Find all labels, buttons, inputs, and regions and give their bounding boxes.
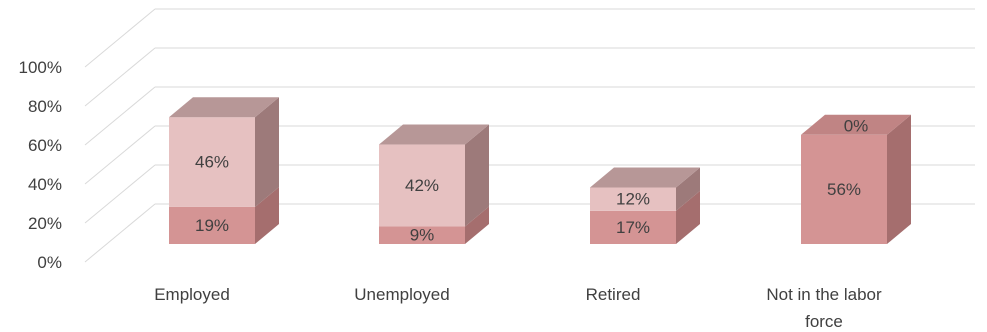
data-label: 46% — [195, 153, 229, 172]
x-category-label: Not in the labor force — [766, 285, 882, 331]
data-label: 12% — [616, 190, 650, 209]
bars: 19% 46% 9% 42% 17% 12% 56% 0% — [169, 97, 911, 245]
x-axis-categories: Employed Unemployed Retired Not in the labo… — [154, 285, 882, 331]
data-label: 17% — [616, 218, 650, 237]
y-axis-ticks: 0% 20% 40% 60% 80% 100% — [19, 58, 62, 272]
bar-1-bottom-front — [379, 226, 465, 244]
y-tick-label: 80% — [28, 97, 62, 116]
data-label: 42% — [405, 176, 439, 195]
bar-1-top-front — [379, 144, 465, 227]
bar-0-bottom-front — [169, 206, 255, 244]
bar-1-top-side — [465, 124, 489, 227]
gridline-wall-1 — [84, 164, 156, 224]
bar-2-bottom-front — [590, 210, 676, 244]
x-category-label: Retired — [586, 285, 641, 304]
y-tick-label: 20% — [28, 214, 62, 233]
y-tick-label: 60% — [28, 136, 62, 155]
bar-1-bottom-side — [465, 206, 489, 244]
bar-2-bottom-side — [676, 190, 700, 244]
gridline-wall-2 — [84, 125, 156, 185]
bar-3-bottom-side — [887, 114, 911, 244]
data-label: 19% — [195, 216, 229, 235]
bar-2-top-side — [676, 167, 700, 211]
gridline-wall-0 — [84, 203, 156, 263]
bar-2-top-front — [590, 187, 676, 211]
x-category-label: Unemployed — [354, 285, 449, 304]
y-tick-label: 100% — [19, 58, 62, 77]
bar-0-top-side — [255, 97, 279, 207]
bar-1-top-top — [379, 124, 489, 145]
gridline-wall-3 — [84, 86, 156, 146]
bar-0-top-top — [169, 97, 279, 118]
gridline-wall-5 — [84, 8, 156, 68]
bar-2-top-top — [590, 167, 700, 188]
bar-3-bottom-top — [801, 114, 911, 135]
data-label: 0% — [844, 116, 869, 135]
x-category-label: Employed — [154, 285, 230, 304]
bar-0-top-front — [169, 117, 255, 207]
bar-3-bottom-front — [801, 134, 887, 244]
bar-0-bottom-side — [255, 186, 279, 244]
y-tick-label: 40% — [28, 175, 62, 194]
y-tick-label: 0% — [37, 253, 62, 272]
gridline-wall-4 — [84, 47, 156, 107]
data-label: 9% — [410, 226, 435, 245]
data-label: 56% — [827, 180, 861, 199]
